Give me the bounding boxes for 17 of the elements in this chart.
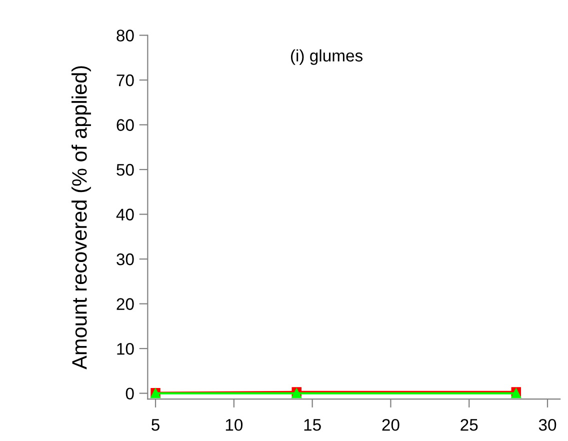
x-tick-label: 5 (152, 419, 160, 431)
y-tick-label: 30 (116, 253, 134, 266)
y-tick-label: 40 (116, 208, 134, 220)
y-tick-label: 0 (126, 388, 134, 400)
y-tick-label: 80 (116, 30, 134, 42)
y-tick-label: 50 (116, 164, 134, 176)
x-tick-label: 10 (226, 418, 243, 431)
y-tick-label: 60 (116, 119, 134, 131)
y-tick-label: 70 (116, 74, 134, 86)
y-tick-label: 20 (116, 298, 134, 310)
y-axis-title: Amount recovered (% of applied) (72, 66, 91, 370)
annotation: (i) glumes (290, 49, 363, 65)
x-tick-label: 25 (460, 418, 478, 431)
y-tick-label: 10 (117, 342, 134, 355)
x-tick-label: 30 (538, 418, 556, 431)
x-tick-label: 15 (304, 419, 321, 431)
x-tick-label: 20 (382, 418, 400, 431)
